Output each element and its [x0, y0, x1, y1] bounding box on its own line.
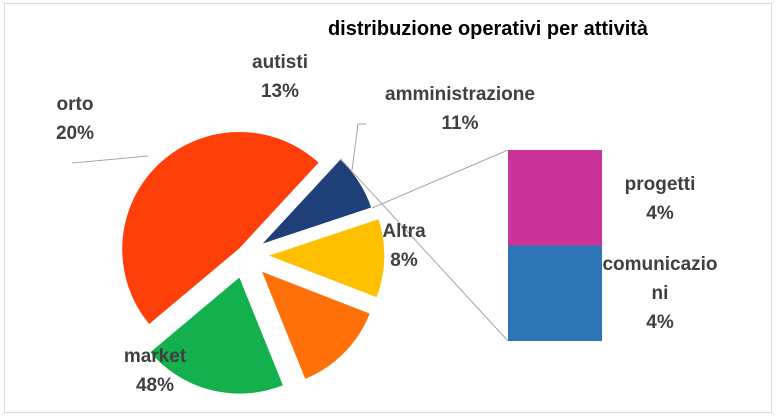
- breakdown-bar-comunicazioni: [508, 245, 602, 341]
- slice-pct-amministrazione: 11%: [442, 113, 479, 134]
- slice-label-altra: Altra: [382, 221, 426, 242]
- pie-slice-autisti: [259, 269, 372, 381]
- pie-slice-market: [120, 130, 321, 327]
- slice-pct-autisti: 13%: [261, 81, 299, 102]
- slice-label-autisti: autisti: [252, 52, 308, 73]
- chart-title: distribuzione operativi per attività: [328, 18, 649, 40]
- breakdown-label-comunicazioni: comunicazio: [602, 254, 717, 275]
- connector-line-top: [371, 149, 509, 209]
- pie-slice-amministrazione: [264, 217, 386, 300]
- breakdown-label-progetti: progetti: [625, 174, 696, 195]
- slice-pct-altra: 8%: [390, 250, 418, 271]
- slice-label-orto: orto: [57, 94, 94, 115]
- slice-label-amministrazione: amministrazione: [385, 84, 535, 105]
- leader-line-orto: [71, 155, 149, 164]
- breakdown-bar-progetti: [508, 150, 602, 246]
- breakdown-label-comunicazioni: ni: [652, 283, 669, 304]
- slice-pct-market: 48%: [136, 375, 174, 396]
- breakdown-pct-comunicazioni: 4%: [646, 312, 674, 333]
- connector-line-bottom: [339, 158, 509, 342]
- leader-line-amministrazione: [351, 123, 366, 171]
- pie-slice-orto: [148, 275, 285, 396]
- slice-label-market: market: [124, 346, 187, 367]
- slice-pct-orto: 20%: [56, 123, 94, 144]
- breakdown-pct-progetti: 4%: [646, 203, 674, 224]
